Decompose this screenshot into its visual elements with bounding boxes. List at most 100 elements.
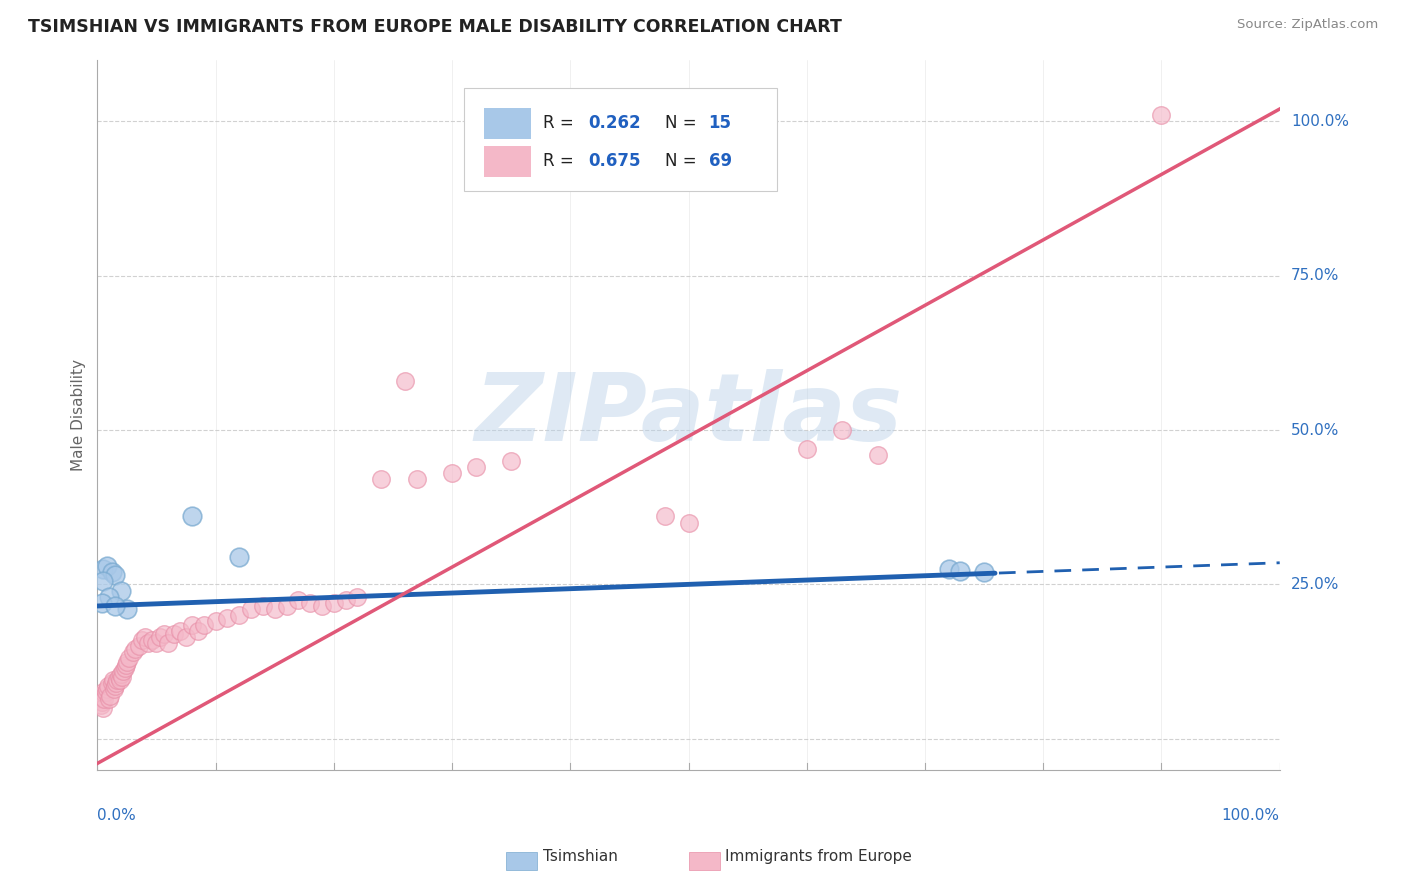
Point [98, 590, 121, 604]
Text: N =: N = [665, 153, 702, 170]
Text: N =: N = [665, 114, 702, 133]
Point [115, 602, 138, 616]
Point [405, 472, 427, 486]
Point [678, 516, 700, 530]
FancyBboxPatch shape [484, 145, 531, 177]
Text: Immigrants from Europe: Immigrants from Europe [725, 849, 912, 863]
Point [217, 611, 239, 625]
Point [152, 627, 174, 641]
Point [108, 673, 131, 687]
Point [441, 467, 464, 481]
Point [128, 639, 150, 653]
Point [107, 673, 129, 687]
Point [105, 676, 128, 690]
Point [103, 682, 125, 697]
Point [287, 592, 309, 607]
Point [114, 657, 136, 672]
Point [654, 509, 676, 524]
Point [96, 558, 118, 573]
Point [121, 645, 143, 659]
Point [145, 636, 167, 650]
FancyBboxPatch shape [464, 88, 778, 191]
FancyBboxPatch shape [484, 108, 531, 139]
Point [335, 592, 357, 607]
Y-axis label: Male Disability: Male Disability [72, 359, 86, 471]
Point [98, 689, 121, 703]
Point [193, 617, 215, 632]
Point [134, 630, 156, 644]
Text: ZIPatlas: ZIPatlas [474, 368, 903, 460]
Text: Tsimshian: Tsimshian [543, 849, 617, 863]
Point [104, 599, 127, 613]
Point [163, 627, 186, 641]
Point [115, 655, 138, 669]
Point [98, 691, 121, 706]
Point [831, 423, 853, 437]
Point [311, 599, 333, 613]
Point [181, 509, 204, 524]
Point [174, 630, 197, 644]
Point [394, 374, 416, 388]
Text: Source: ZipAtlas.com: Source: ZipAtlas.com [1237, 18, 1378, 31]
Point [796, 442, 818, 456]
Point [157, 636, 180, 650]
Text: R =: R = [543, 114, 579, 133]
Point [973, 565, 995, 579]
Point [91, 574, 114, 589]
Point [938, 562, 960, 576]
Point [181, 617, 204, 632]
Point [141, 632, 163, 647]
Text: R =: R = [543, 153, 579, 170]
Point [114, 661, 136, 675]
Point [91, 695, 114, 709]
Point [149, 630, 172, 644]
Point [240, 602, 263, 616]
Point [204, 615, 226, 629]
Point [124, 642, 146, 657]
Point [111, 670, 134, 684]
Point [91, 562, 114, 576]
Point [110, 666, 132, 681]
Point [276, 599, 298, 613]
Point [100, 565, 122, 579]
Text: TSIMSHIAN VS IMMIGRANTS FROM EUROPE MALE DISABILITY CORRELATION CHART: TSIMSHIAN VS IMMIGRANTS FROM EUROPE MALE… [28, 18, 842, 36]
Point [1150, 108, 1173, 122]
Point [93, 691, 115, 706]
Text: 75.0%: 75.0% [1291, 268, 1339, 283]
Point [90, 698, 112, 712]
Point [112, 664, 135, 678]
Text: 15: 15 [709, 114, 731, 133]
Point [252, 599, 274, 613]
Point [866, 448, 889, 462]
Text: 0.0%: 0.0% [97, 808, 136, 823]
Point [322, 596, 344, 610]
Point [107, 670, 129, 684]
Point [187, 624, 209, 638]
Point [91, 685, 114, 699]
Point [949, 564, 972, 578]
Point [464, 460, 486, 475]
Point [89, 691, 111, 706]
Text: 0.262: 0.262 [588, 114, 641, 133]
Text: 100.0%: 100.0% [1222, 808, 1279, 823]
Point [96, 682, 118, 697]
Point [228, 608, 250, 623]
Point [97, 679, 120, 693]
Text: 100.0%: 100.0% [1291, 114, 1348, 128]
Point [169, 624, 191, 638]
Point [299, 596, 322, 610]
Point [91, 596, 114, 610]
Point [370, 472, 392, 486]
Point [101, 673, 124, 687]
Point [94, 685, 117, 699]
Text: 0.675: 0.675 [588, 153, 641, 170]
Text: 25.0%: 25.0% [1291, 577, 1339, 592]
Point [118, 651, 141, 665]
Text: 69: 69 [709, 153, 731, 170]
Point [228, 549, 250, 564]
Point [346, 590, 368, 604]
Point [136, 636, 159, 650]
Point [501, 454, 523, 468]
Point [91, 701, 114, 715]
Text: 50.0%: 50.0% [1291, 423, 1339, 438]
